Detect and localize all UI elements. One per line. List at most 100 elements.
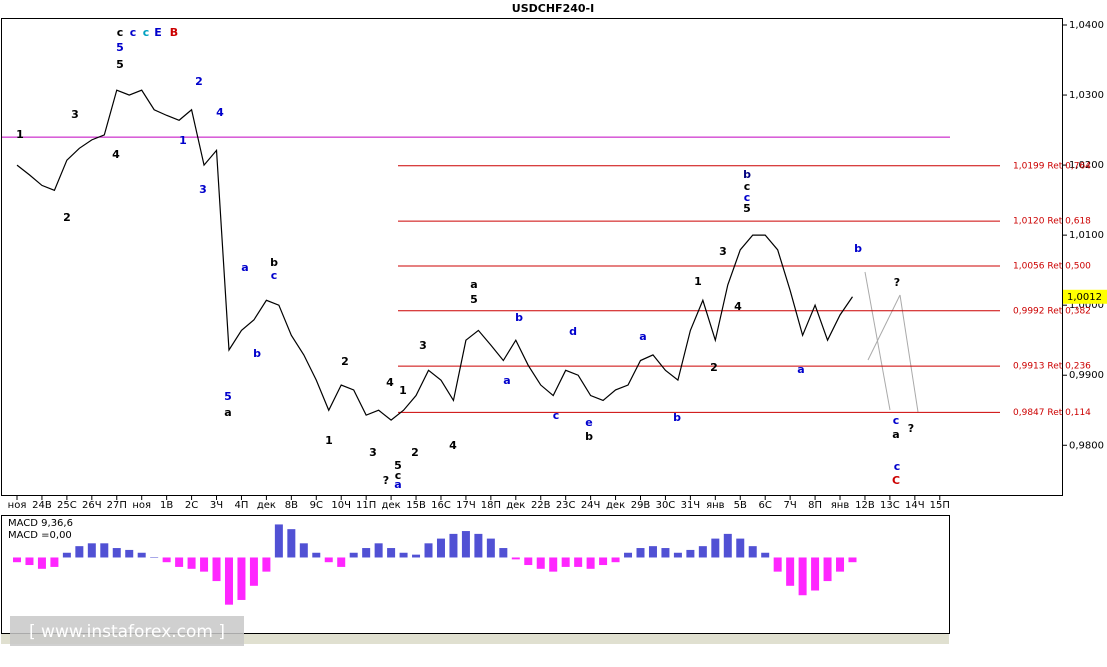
macd-bar: [686, 549, 695, 558]
tab-strip: [1, 634, 949, 644]
macd-bar: [773, 557, 782, 572]
forecast-line: [867, 294, 901, 361]
macd-bar: [636, 548, 645, 558]
wave-label: 5: [470, 293, 478, 306]
wave-label: e: [585, 416, 592, 429]
macd-bar: [50, 557, 59, 567]
wave-label: B: [170, 26, 178, 39]
macd-bar: [100, 543, 109, 558]
macd-bar: [599, 557, 608, 566]
x-tick-label: 8В: [285, 500, 298, 511]
macd-bar: [399, 552, 408, 558]
wave-label: b: [854, 242, 862, 255]
wave-label: c: [117, 26, 124, 39]
macd-bar: [374, 543, 383, 558]
price-line: [16, 89, 853, 421]
x-tick-label: 15П: [930, 500, 950, 511]
wave-label: 1: [694, 275, 702, 288]
macd-bar: [249, 557, 258, 586]
watermark-bg: [10, 616, 244, 646]
wave-label: c: [553, 409, 560, 422]
y-tick-label: 1,0300: [1069, 90, 1104, 101]
wave-label: a: [224, 406, 231, 419]
macd-bar: [224, 557, 233, 605]
macd-bar: [424, 543, 433, 558]
macd-readout: MACD =0,00: [8, 530, 72, 541]
macd-bar: [723, 533, 732, 558]
macd-bar: [736, 538, 745, 558]
x-tick-label: 24В: [32, 500, 52, 511]
x-tick-label: 22В: [531, 500, 551, 511]
macd-bar: [62, 552, 71, 558]
macd-bar: [212, 557, 221, 582]
macd-bar: [436, 538, 445, 558]
macd-bar: [37, 557, 46, 569]
macd-bar: [586, 557, 595, 569]
macd-bar: [524, 557, 533, 566]
macd-bar: [574, 557, 583, 567]
x-tick-label: 16С: [431, 500, 451, 511]
price-pane: [1, 18, 1063, 496]
macd-bar: [798, 557, 807, 596]
wave-label: 5: [394, 459, 402, 472]
x-tick-label: 2С: [185, 500, 198, 511]
macd-bar: [848, 557, 857, 563]
macd-bar: [362, 548, 371, 558]
wave-label: 5: [116, 58, 124, 71]
fib-label: 0,9913 Ret 0,236: [1013, 362, 1091, 372]
macd-bar: [499, 548, 508, 558]
x-tick-label: 26Ч: [82, 500, 102, 511]
macd-bar: [387, 548, 396, 558]
macd-bar: [162, 557, 171, 563]
y-tick-label: 0,9800: [1069, 440, 1104, 451]
wave-label: c: [395, 469, 402, 482]
x-tick-label: 12В: [855, 500, 875, 511]
wave-label: b: [515, 311, 523, 324]
wave-label: a: [639, 330, 646, 343]
macd-bar: [611, 557, 620, 563]
wave-label: 4: [734, 300, 742, 313]
macd-bar: [274, 524, 283, 558]
macd-bar: [87, 543, 96, 558]
wave-label: C: [892, 474, 900, 487]
wave-label: c: [744, 180, 751, 193]
last-price-box: [1063, 289, 1107, 304]
wave-label: a: [394, 478, 401, 491]
macd-bar: [299, 543, 308, 558]
macd-bar: [262, 557, 271, 572]
macd-bar: [137, 552, 146, 558]
macd-title: MACD 9,36,6: [8, 518, 73, 529]
x-tick-label: дек: [257, 500, 276, 511]
x-tick-label: 7Ч: [784, 500, 797, 511]
macd-bar: [461, 531, 470, 558]
x-tick-label: 25С: [57, 500, 77, 511]
macd-bar: [624, 552, 633, 558]
x-tick-label: ноя: [8, 500, 27, 511]
wave-label: a: [241, 261, 248, 274]
macd-bar: [349, 552, 358, 558]
wave-label: 2: [195, 75, 203, 88]
macd-bar: [786, 557, 795, 586]
macd-bar: [324, 557, 333, 563]
macd-bar: [648, 546, 657, 558]
y-tick-label: 0,9900: [1069, 370, 1104, 381]
macd-bar: [337, 557, 346, 567]
wave-label: b: [270, 256, 278, 269]
x-tick-label: янв: [706, 500, 725, 511]
macd-bar: [474, 533, 483, 558]
macd-bar: [536, 557, 545, 569]
macd-bar: [13, 557, 21, 563]
wave-label: 2: [341, 355, 349, 368]
x-tick-label: 1В: [160, 500, 173, 511]
x-tick-label: 6С: [759, 500, 772, 511]
wave-label: c: [893, 414, 900, 427]
x-tick-label: 5В: [734, 500, 747, 511]
y-tick-label: 1,0100: [1069, 230, 1104, 241]
x-tick-label: 17Ч: [456, 500, 476, 511]
macd-bar: [811, 557, 820, 591]
wave-label: c: [744, 191, 751, 204]
fib-label: 0,9847 Ret 0,114: [1013, 408, 1091, 418]
wave-label: 1: [399, 384, 407, 397]
wave-label: 5: [743, 202, 751, 215]
